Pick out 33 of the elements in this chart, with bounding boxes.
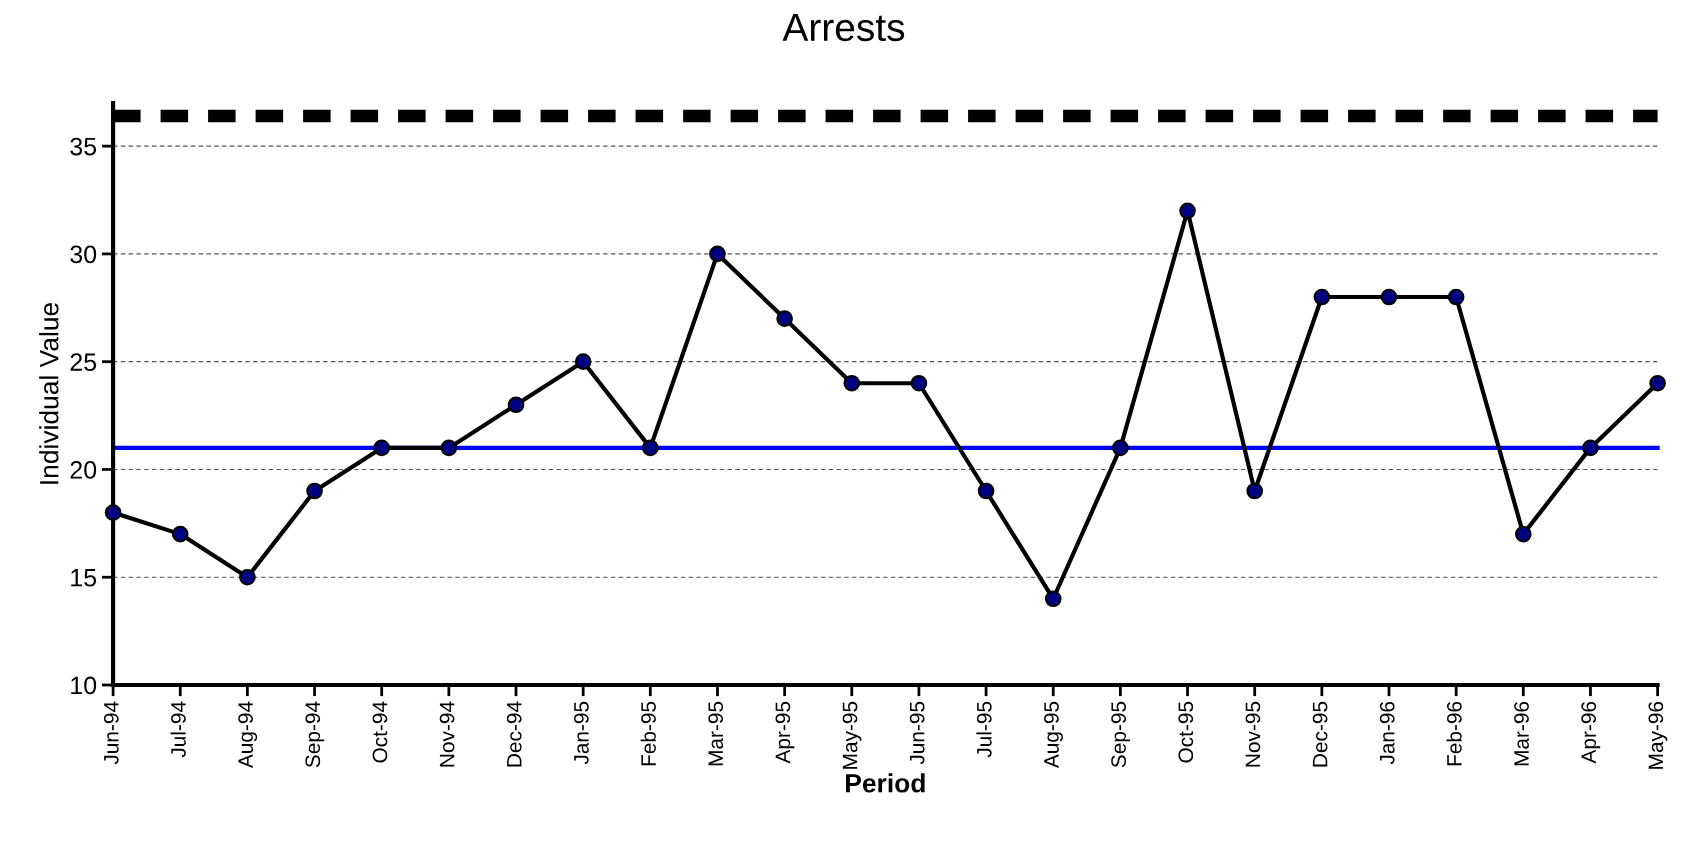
y-axis-title: Individual Value [39,302,59,484]
y-tick-label: 25 [70,353,97,371]
x-tick-label: Feb-95 [640,701,656,766]
x-tick-label: May-95 [842,701,862,769]
x-tick-label: May-96 [1648,701,1668,769]
y-tick-label: 35 [70,137,97,156]
x-tick-label: Mar-95 [708,701,724,766]
x-tick-label: Jul-95 [976,701,992,758]
x-tick-label: Apr-95 [775,701,795,764]
x-tick-label: Jan-96 [1379,701,1395,765]
x-axis-title: Period [846,773,925,793]
x-tick-label: Jun-95 [909,701,925,765]
x-tick-label: Oct-94 [372,701,388,763]
x-tick-label: Apr-96 [1581,701,1601,764]
x-tick-label: Nov-95 [1245,701,1261,767]
x-tick-label: Oct-95 [1178,701,1194,763]
y-tick-label: 10 [71,676,97,695]
x-tick-label: Jul-94 [170,701,186,758]
x-tick-label: Aug-94 [238,701,258,769]
x-tick-label: Nov-94 [439,701,455,767]
x-tick-label: Mar-96 [1514,701,1529,766]
x-tick-label: Dec-94 [506,701,522,767]
x-tick-label: Jun-94 [103,701,119,765]
x-tick-label: Aug-95 [1044,701,1063,769]
y-tick-label: 30 [70,245,97,264]
y-tick-label: 20 [70,461,97,479]
x-tick-label: Dec-95 [1312,701,1328,767]
y-tick-label: 15 [71,569,97,587]
x-tick-label: Feb-96 [1446,701,1462,766]
chart-title: Arrests [782,14,905,42]
x-tick-label: Sep-94 [305,701,325,768]
x-tick-label: Sep-95 [1111,701,1131,768]
x-tick-label: Jan-95 [574,701,589,765]
